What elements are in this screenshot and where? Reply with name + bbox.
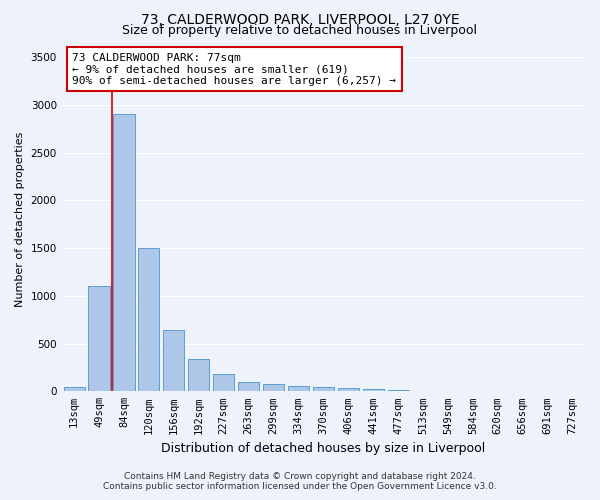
Bar — [138, 248, 160, 392]
Bar — [113, 114, 134, 392]
Bar — [64, 386, 85, 392]
Bar — [88, 286, 110, 392]
Text: 73 CALDERWOOD PARK: 77sqm
← 9% of detached houses are smaller (619)
90% of semi-: 73 CALDERWOOD PARK: 77sqm ← 9% of detach… — [72, 52, 396, 86]
Bar — [163, 330, 184, 392]
Bar — [288, 386, 309, 392]
Bar — [338, 388, 359, 392]
Bar — [313, 387, 334, 392]
Bar — [238, 382, 259, 392]
Bar — [362, 390, 384, 392]
Bar — [213, 374, 234, 392]
Text: 73, CALDERWOOD PARK, LIVERPOOL, L27 0YE: 73, CALDERWOOD PARK, LIVERPOOL, L27 0YE — [140, 12, 460, 26]
Text: Size of property relative to detached houses in Liverpool: Size of property relative to detached ho… — [122, 24, 478, 37]
X-axis label: Distribution of detached houses by size in Liverpool: Distribution of detached houses by size … — [161, 442, 485, 455]
Bar — [263, 384, 284, 392]
Text: Contains HM Land Registry data © Crown copyright and database right 2024.
Contai: Contains HM Land Registry data © Crown c… — [103, 472, 497, 491]
Y-axis label: Number of detached properties: Number of detached properties — [15, 132, 25, 307]
Bar — [188, 359, 209, 392]
Bar — [388, 390, 409, 392]
